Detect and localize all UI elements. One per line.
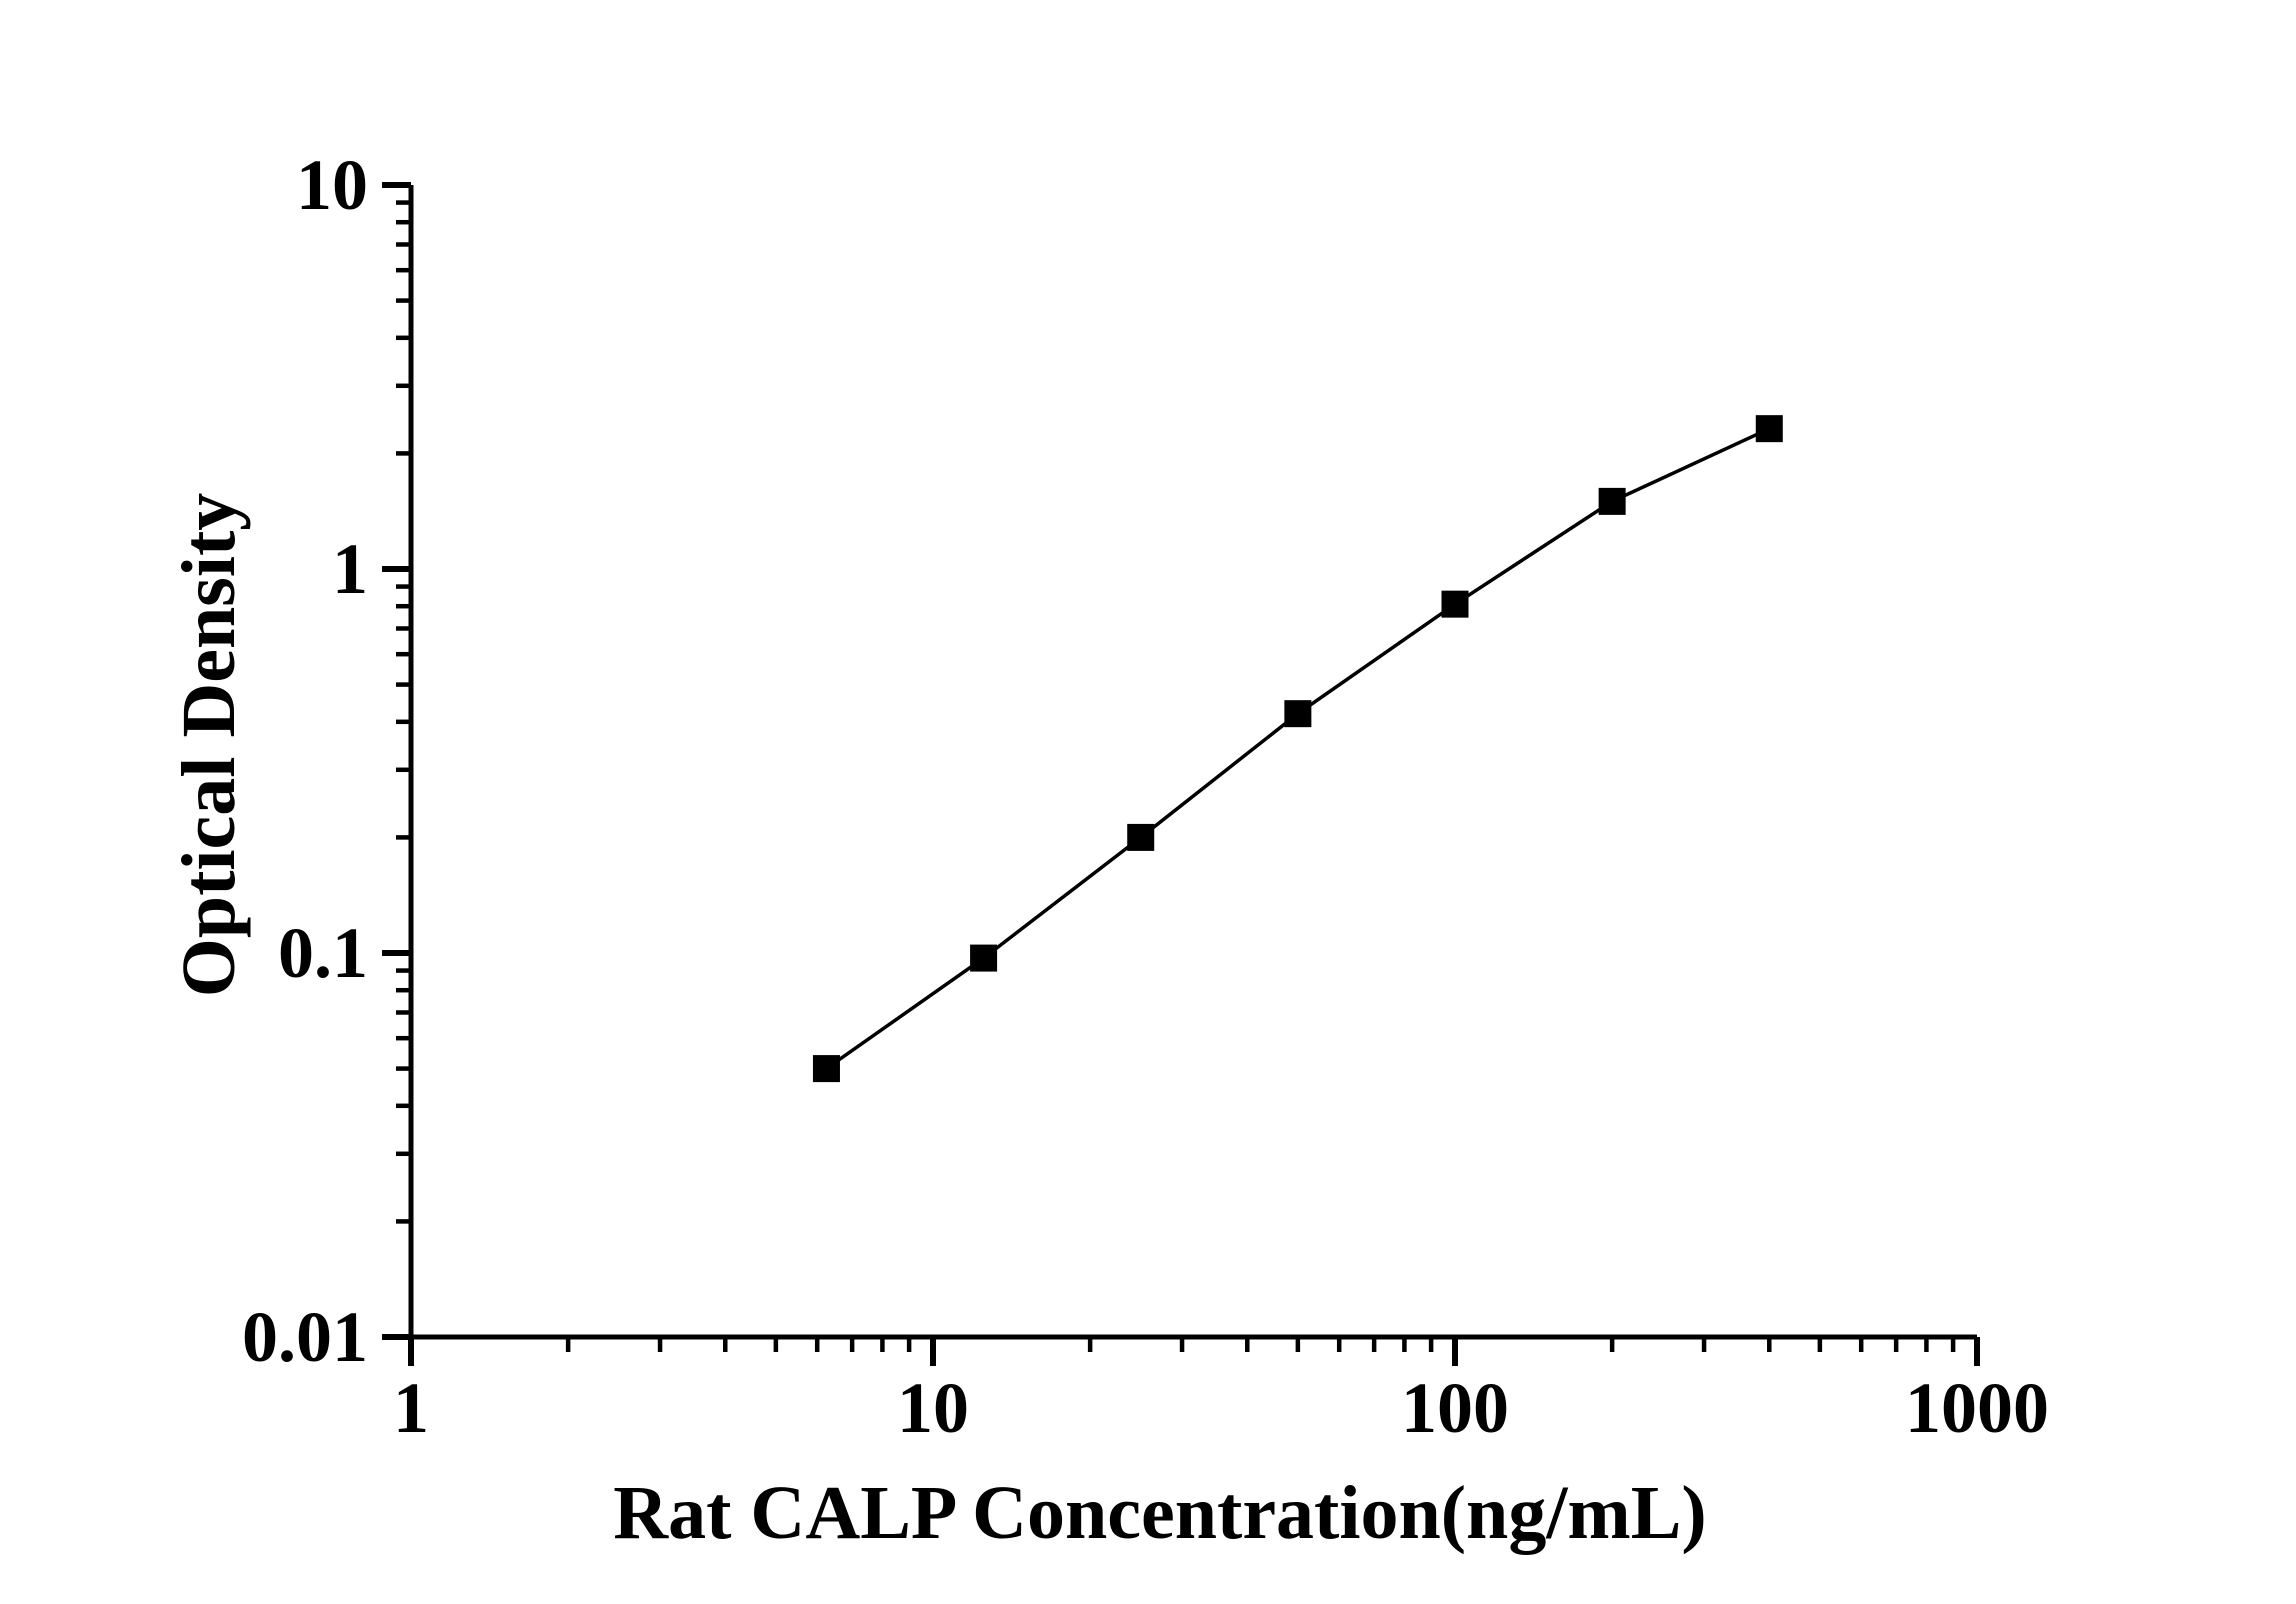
data-series-layer	[812, 415, 1783, 1083]
x-axis-tick-label: 1000	[1905, 1368, 2049, 1448]
data-point-marker	[1441, 590, 1469, 618]
x-axis-title: Rat CALP Concentration(ng/mL)	[613, 1471, 1707, 1555]
x-axis-tick-label: 10	[897, 1368, 969, 1448]
y-axis-tick-label: 1	[332, 529, 368, 609]
data-point-marker	[970, 944, 998, 972]
y-axis-tick-label: 0.01	[242, 1297, 368, 1377]
x-axis-tick-label: 100	[1401, 1368, 1509, 1448]
y-axis-tick-label: 0.1	[278, 913, 368, 993]
series-polyline	[825, 427, 1771, 1071]
tick-labels-layer: 1 10 100 1000 10 1 0.1 0.01	[242, 145, 2049, 1448]
data-point-marker	[1755, 415, 1783, 443]
y-axis-tick-label: 10	[296, 145, 368, 225]
data-point-marker	[812, 1055, 840, 1083]
data-point-marker	[1598, 487, 1626, 515]
y-axis-title: Optical Density	[167, 493, 251, 998]
data-point-marker	[1284, 700, 1312, 728]
data-point-marker	[1127, 823, 1155, 851]
x-axis-tick-label: 1	[393, 1368, 429, 1448]
axis-ticks-layer	[382, 182, 1980, 1366]
